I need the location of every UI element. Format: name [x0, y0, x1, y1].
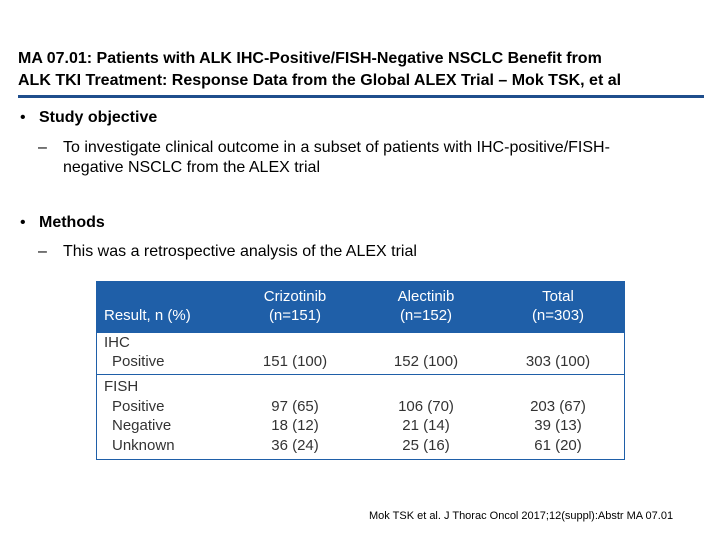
header-alectinib: Alectinib (n=152)	[371, 287, 481, 325]
sub-bullet-dash: –	[38, 243, 47, 260]
header-crizotinib-n: (n=151)	[268, 307, 322, 324]
header-alectinib-name: Alectinib	[397, 288, 455, 305]
header-crizotinib-name: Crizotinib	[263, 288, 327, 305]
cell-total: 303 (100)	[525, 353, 591, 370]
title-line-1: MA 07.01: Patients with ALK IHC-Positive…	[18, 50, 602, 67]
title-divider	[18, 95, 704, 98]
header-crizotinib: Crizotinib (n=151)	[240, 287, 350, 325]
header-total-name: Total	[542, 288, 574, 305]
cell-total: 61 (20)	[534, 437, 582, 454]
sub-bullet-line-1: To investigate clinical outcome in a sub…	[63, 139, 610, 156]
citation: Mok TSK et al. J Thorac Oncol 2017;12(su…	[369, 510, 674, 522]
cell-alectinib: 106 (70)	[398, 398, 454, 415]
sub-bullet-text: To investigate clinical outcome in a sub…	[63, 138, 683, 178]
row-label: Unknown	[112, 437, 175, 454]
cell-alectinib: 152 (100)	[393, 353, 459, 370]
sub-bullet-dash: –	[38, 139, 47, 156]
header-result: Result, n (%)	[104, 307, 191, 324]
cell-crizotinib: 36 (24)	[271, 437, 319, 454]
section-heading: Study objective	[39, 109, 158, 126]
title-line-2: ALK TKI Treatment: Response Data from th…	[18, 72, 622, 89]
row-group-label: IHC	[104, 334, 130, 351]
cell-alectinib: 21 (14)	[402, 417, 450, 434]
table-header: Result, n (%) Crizotinib (n=151) Alectin…	[97, 282, 624, 332]
row-group-label: FISH	[104, 378, 139, 395]
row-label: Positive	[112, 353, 165, 370]
cell-total: 39 (13)	[534, 417, 582, 434]
results-table: Result, n (%) Crizotinib (n=151) Alectin…	[96, 281, 625, 460]
cell-crizotinib: 151 (100)	[262, 353, 328, 370]
table-row-fish: FISH Positive Negative Unknown 97 (65) 1…	[97, 374, 624, 460]
bullet-dot: •	[20, 214, 26, 231]
row-label: Negative	[112, 417, 172, 434]
cell-crizotinib: 18 (12)	[271, 417, 319, 434]
row-label: Positive	[112, 398, 165, 415]
table-row-ihc: IHC Positive 151 (100) 152 (100) 303 (10…	[97, 332, 624, 375]
slide-title: MA 07.01: Patients with ALK IHC-Positive…	[18, 48, 708, 92]
header-alectinib-n: (n=152)	[399, 307, 453, 324]
cell-alectinib: 25 (16)	[402, 437, 450, 454]
section-heading: Methods	[39, 214, 105, 231]
header-total: Total (n=303)	[503, 287, 613, 325]
header-total-n: (n=303)	[531, 307, 585, 324]
sub-bullet-text: This was a retrospective analysis of the…	[63, 242, 683, 262]
bullet-dot: •	[20, 109, 26, 126]
sub-bullet-line-2: negative NSCLC from the ALEX trial	[63, 159, 321, 176]
sub-bullet-line-1: This was a retrospective analysis of the…	[63, 243, 417, 260]
cell-crizotinib: 97 (65)	[271, 398, 319, 415]
cell-total: 203 (67)	[530, 398, 586, 415]
